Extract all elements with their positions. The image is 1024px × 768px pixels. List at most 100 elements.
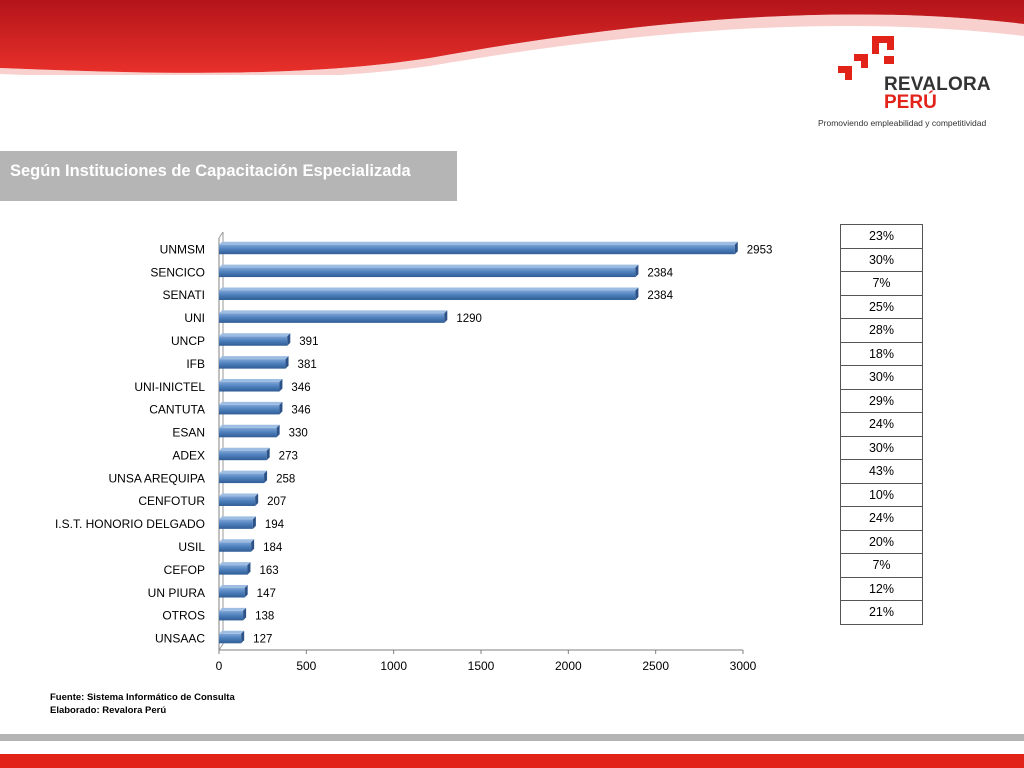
- value-label: 163: [259, 565, 278, 577]
- category-label: IFB: [186, 357, 205, 371]
- bar-top-face: [219, 379, 283, 383]
- x-tick-label: 500: [296, 659, 316, 673]
- category-label: UNSA AREQUIPA: [109, 471, 205, 485]
- percent-table: 23% 30% 7% 25% 28% 18% 30% 29% 24% 30% 43% 10% 24% 20…: [840, 224, 923, 625]
- percent-row: 10%: [840, 482, 923, 507]
- bar-side-face: [252, 516, 256, 529]
- bar: [219, 313, 445, 323]
- value-label: 207: [267, 496, 286, 508]
- x-tick-label: 2000: [555, 659, 582, 673]
- value-label: 138: [255, 611, 274, 623]
- category-label: CENFOTUR: [138, 494, 205, 508]
- bar-top-face: [219, 539, 255, 543]
- percent-cell: 18%: [840, 341, 923, 366]
- value-label: 194: [265, 519, 285, 531]
- bar-top-face: [219, 310, 448, 314]
- logo-name-line2: PERÚ: [884, 92, 937, 113]
- bar-top-face: [219, 333, 291, 337]
- horizontal-bar-chart: UNMSM SENCICO SENATI UNI UNCP IFB UNI-INICTEL C…: [55, 231, 772, 673]
- bar: [219, 519, 253, 529]
- bar-side-face: [635, 287, 639, 300]
- percent-row: 18%: [840, 341, 923, 366]
- x-tick-label: 3000: [730, 659, 757, 673]
- x-tick-label: 1500: [468, 659, 495, 673]
- bar-top-face: [219, 447, 270, 451]
- footer-gray-bar: [0, 734, 1024, 741]
- percent-row: 21%: [840, 600, 923, 625]
- bar: [219, 633, 242, 644]
- percent-row: 23%: [840, 224, 923, 249]
- value-label: 330: [289, 428, 308, 440]
- bar-top-face: [219, 562, 251, 566]
- bar-top-face: [219, 264, 639, 268]
- value-label: 2384: [647, 267, 673, 279]
- percent-row: 20%: [840, 529, 923, 554]
- bar-side-face: [279, 379, 283, 392]
- percent-cell: 7%: [840, 271, 923, 296]
- bar-top-face: [219, 470, 268, 474]
- logo-name-line1: REVALORA: [884, 74, 991, 95]
- percent-cell: 21%: [840, 600, 923, 625]
- percent-row: 24%: [840, 506, 923, 531]
- category-label: ESAN: [172, 426, 205, 440]
- section-title: Según Instituciones de Capacitación Espe…: [0, 151, 457, 201]
- bar: [219, 450, 267, 461]
- percent-row: 24%: [840, 412, 923, 437]
- percent-row: 12%: [840, 576, 923, 601]
- bar-side-face: [276, 424, 280, 438]
- value-label: 1290: [456, 313, 482, 325]
- bar-side-face: [734, 241, 738, 255]
- category-label: UNSAAC: [155, 632, 205, 646]
- value-label: 391: [299, 336, 318, 348]
- bar: [219, 565, 248, 575]
- logo-mark-icon: [838, 36, 894, 80]
- bar-side-face: [285, 356, 289, 369]
- value-label: 127: [253, 634, 272, 646]
- bar-side-face: [255, 493, 259, 506]
- category-label: OTROS: [162, 609, 205, 623]
- bar: [219, 336, 288, 346]
- bar: [219, 473, 265, 484]
- percent-cell: 30%: [840, 435, 923, 460]
- bar: [219, 290, 636, 300]
- bar-top-face: [219, 241, 738, 245]
- bar: [219, 244, 735, 255]
- percent-cell: 10%: [840, 482, 923, 507]
- category-label: SENCICO: [150, 265, 205, 279]
- category-label: CEFOP: [164, 563, 205, 577]
- header-red-band: [0, 0, 1024, 75]
- percent-row: 30%: [840, 247, 923, 272]
- percent-row: 43%: [840, 459, 923, 484]
- percent-cell: 29%: [840, 388, 923, 413]
- bar: [219, 427, 277, 438]
- category-label: SENATI: [163, 288, 205, 302]
- bar-top-face: [219, 493, 259, 497]
- revalora-peru-logo: REVALORA PERÚ Promoviendo empleabilidad …: [818, 34, 1006, 130]
- bar: [219, 359, 286, 369]
- category-label: UNMSM: [160, 242, 205, 256]
- percent-cell: 12%: [840, 576, 923, 601]
- bar-side-face: [444, 310, 448, 323]
- bar-side-face: [241, 630, 245, 644]
- category-label: UNI-INICTEL: [134, 380, 205, 394]
- category-label: UNI: [184, 311, 205, 325]
- footer-red-bar: [0, 754, 1024, 768]
- percent-row: 28%: [840, 318, 923, 343]
- bar: [219, 267, 636, 278]
- bar: [219, 610, 244, 621]
- percent-cell: 25%: [840, 294, 923, 319]
- percent-row: 30%: [840, 435, 923, 460]
- bar: [219, 542, 252, 552]
- bar-side-face: [243, 607, 247, 621]
- x-tick-label: 0: [216, 659, 223, 673]
- percent-cell: 23%: [840, 224, 923, 249]
- value-label: 258: [276, 473, 295, 485]
- bar: [219, 404, 280, 415]
- bar-side-face: [287, 333, 291, 346]
- bar-top-face: [219, 287, 639, 291]
- bar: [219, 588, 245, 598]
- percent-cell: 24%: [840, 506, 923, 531]
- percent-cell: 43%: [840, 459, 923, 484]
- x-tick-label: 2500: [642, 659, 669, 673]
- percent-row: 25%: [840, 294, 923, 319]
